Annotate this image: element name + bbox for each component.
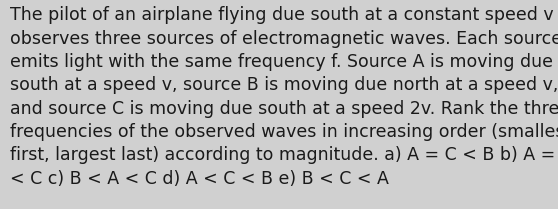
Text: The pilot of an airplane flying due south at a constant speed v
observes three s: The pilot of an airplane flying due sout… (10, 6, 558, 187)
